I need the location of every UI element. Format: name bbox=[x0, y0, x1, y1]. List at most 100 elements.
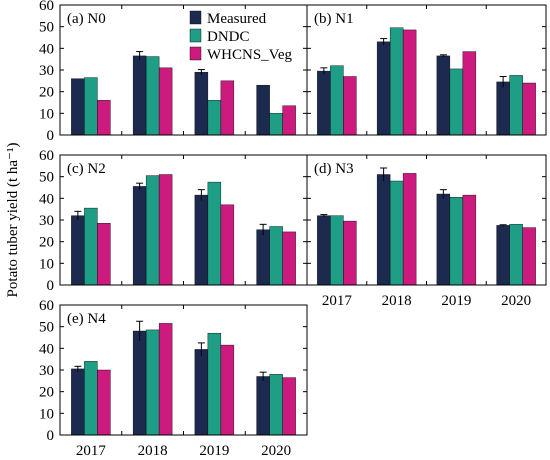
bar-measured-2019 bbox=[436, 55, 451, 136]
bar-measured-2017 bbox=[71, 78, 85, 136]
bar-dndc-2020 bbox=[269, 226, 283, 286]
bar-whcns_veg-2017 bbox=[97, 223, 111, 286]
bar-dndc-2018 bbox=[145, 56, 160, 136]
y-tick-label: 60 bbox=[39, 148, 54, 164]
y-tick-label: 10 bbox=[39, 406, 54, 422]
legend-swatch-whcns_veg bbox=[189, 46, 202, 61]
legend: Measured DNDC WHCNS_Veg bbox=[189, 10, 292, 63]
x-tick-label-2020: 2020 bbox=[501, 293, 531, 309]
bar-dndc-2017 bbox=[84, 361, 98, 436]
x-tick-label-2020: 2020 bbox=[261, 443, 291, 459]
legend-label-measured: Measured bbox=[207, 11, 267, 27]
y-tick-label: 10 bbox=[39, 106, 54, 122]
y-tick-label: 20 bbox=[39, 85, 54, 101]
bar-whcns_veg-2020 bbox=[282, 377, 296, 436]
bar-dndc-2017 bbox=[84, 207, 98, 286]
x-tick-label-2019: 2019 bbox=[441, 293, 471, 309]
bar-measured-2017 bbox=[71, 215, 85, 286]
bar-measured-2020 bbox=[496, 81, 510, 136]
bar-measured-2017 bbox=[71, 368, 85, 436]
bar-measured-2018 bbox=[376, 41, 391, 136]
panel-1: 0 10 20 30 40 50 60 (a) N0 bbox=[39, 0, 308, 144]
y-axis-label: Potato tuber yield (t ha⁻¹) bbox=[5, 143, 21, 298]
bar-dndc-2017 bbox=[330, 65, 344, 136]
bar-dndc-2020 bbox=[509, 75, 523, 136]
bar-dndc-2020 bbox=[509, 224, 523, 286]
bar-whcns_veg-2017 bbox=[97, 369, 111, 436]
panel-4: 2017 2018 2019 2020 (d) N3 bbox=[306, 154, 547, 309]
bar-measured-2020 bbox=[256, 84, 270, 136]
bar-measured-2020 bbox=[496, 225, 510, 286]
bar-dndc-2017 bbox=[330, 215, 344, 286]
bar-measured-2017 bbox=[317, 70, 331, 136]
x-tick-label-2017: 2017 bbox=[76, 443, 107, 459]
bar-whcns_veg-2019 bbox=[220, 80, 235, 136]
bar-whcns_veg-2017 bbox=[343, 220, 357, 286]
x-tick-label-2017: 2017 bbox=[322, 293, 353, 309]
bar-dndc-2019 bbox=[449, 197, 464, 286]
y-tick-label: 40 bbox=[39, 341, 54, 357]
x-tick-label-2019: 2019 bbox=[199, 443, 229, 459]
bar-whcns_veg-2020 bbox=[522, 82, 536, 136]
bar-measured-2019 bbox=[194, 71, 209, 136]
bar-measured-2018 bbox=[132, 186, 147, 286]
y-tick-label: 60 bbox=[39, 0, 54, 14]
panel-title: (c) N2 bbox=[67, 161, 106, 177]
y-tick-label: 50 bbox=[39, 20, 54, 36]
bar-dndc-2018 bbox=[389, 180, 404, 286]
bar-whcns_veg-2019 bbox=[220, 344, 235, 436]
panel-2: (b) N1 bbox=[306, 4, 547, 136]
legend-label-whcns_veg: WHCNS_Veg bbox=[207, 47, 292, 63]
bar-dndc-2020 bbox=[269, 113, 283, 136]
y-tick-label: 60 bbox=[39, 298, 54, 314]
y-tick-label: 0 bbox=[47, 128, 55, 144]
bar-dndc-2019 bbox=[207, 332, 222, 436]
bar-whcns_veg-2020 bbox=[282, 105, 296, 136]
bar-dndc-2018 bbox=[145, 175, 160, 286]
bar-measured-2018 bbox=[132, 330, 147, 436]
bar-dndc-2019 bbox=[449, 68, 464, 136]
y-tick-label: 20 bbox=[39, 385, 54, 401]
bar-whcns_veg-2019 bbox=[462, 194, 477, 286]
y-tick-label: 0 bbox=[47, 278, 55, 294]
y-tick-label: 50 bbox=[39, 320, 54, 336]
bar-dndc-2018 bbox=[145, 329, 160, 436]
y-tick-label: 0 bbox=[47, 428, 55, 444]
y-tick-label: 30 bbox=[39, 363, 54, 379]
bar-measured-2018 bbox=[376, 174, 391, 286]
bar-measured-2019 bbox=[436, 193, 451, 286]
y-tick-label: 30 bbox=[39, 213, 54, 229]
bar-dndc-2019 bbox=[207, 181, 222, 286]
bar-whcns_veg-2018 bbox=[402, 173, 417, 286]
bar-whcns_veg-2018 bbox=[402, 29, 417, 136]
bar-whcns_veg-2018 bbox=[158, 323, 173, 436]
bar-whcns_veg-2017 bbox=[343, 76, 357, 136]
legend-swatch-measured bbox=[189, 10, 202, 25]
bar-whcns_veg-2019 bbox=[220, 204, 235, 286]
panel-title: (d) N3 bbox=[314, 161, 354, 177]
bar-dndc-2019 bbox=[207, 100, 222, 136]
bar-whcns_veg-2020 bbox=[522, 227, 536, 286]
bar-whcns_veg-2019 bbox=[462, 51, 477, 136]
panel-title: (a) N0 bbox=[67, 11, 106, 27]
bar-whcns_veg-2020 bbox=[282, 231, 296, 286]
y-tick-label: 40 bbox=[39, 41, 54, 57]
bar-dndc-2018 bbox=[389, 27, 404, 136]
panel-title: (e) N4 bbox=[67, 311, 106, 327]
legend-swatch-dndc bbox=[189, 28, 202, 43]
bar-whcns_veg-2017 bbox=[97, 100, 111, 136]
y-tick-label: 30 bbox=[39, 63, 54, 79]
legend-label-dndc: DNDC bbox=[207, 29, 250, 45]
bar-measured-2019 bbox=[194, 349, 209, 436]
x-tick-label-2018: 2018 bbox=[382, 293, 412, 309]
bar-measured-2019 bbox=[194, 194, 209, 286]
bar-measured-2020 bbox=[256, 229, 270, 286]
y-tick-label: 10 bbox=[39, 256, 54, 272]
bar-measured-2020 bbox=[256, 376, 270, 436]
panel-5: 0 10 20 30 40 50 60 2017 2018 2019 2020 (e) N4 bbox=[39, 298, 308, 459]
bar-whcns_veg-2018 bbox=[158, 174, 173, 286]
y-tick-label: 40 bbox=[39, 191, 54, 207]
bar-dndc-2017 bbox=[84, 77, 98, 136]
bar-whcns_veg-2018 bbox=[158, 67, 173, 136]
